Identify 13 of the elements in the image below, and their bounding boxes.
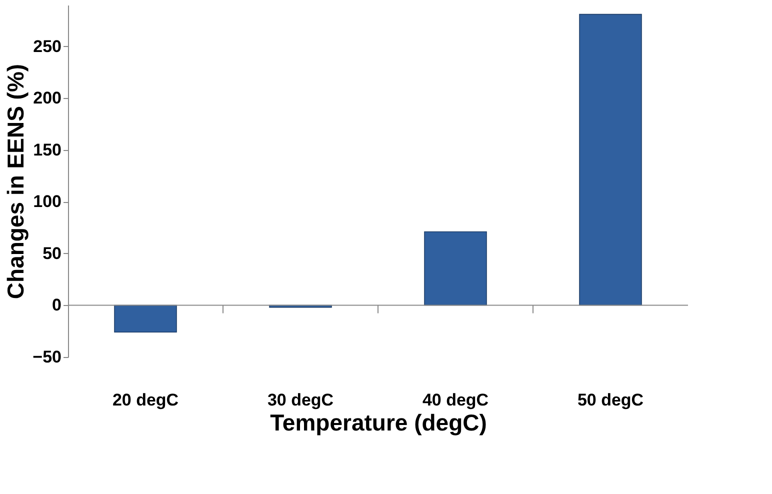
x-tick-label: 20 degC — [112, 390, 179, 410]
y-tick-label: 0 — [52, 296, 62, 315]
y-tick-label: 50 — [42, 244, 62, 263]
y-tick-label: 100 — [33, 192, 62, 212]
y-axis-title: Changes in EENS (%) — [2, 64, 29, 300]
x-tick-label: 50 degC — [577, 390, 644, 410]
x-tick-label: 30 degC — [267, 390, 334, 410]
y-tick-label: −50 — [32, 348, 62, 366]
y-tick-label: 150 — [33, 140, 62, 160]
x-axis-title: Temperature (degC) — [270, 410, 487, 436]
y-tick-label: 200 — [33, 88, 62, 108]
y-tick-label: 250 — [33, 36, 62, 56]
x-tick-label: 40 degC — [422, 390, 489, 410]
